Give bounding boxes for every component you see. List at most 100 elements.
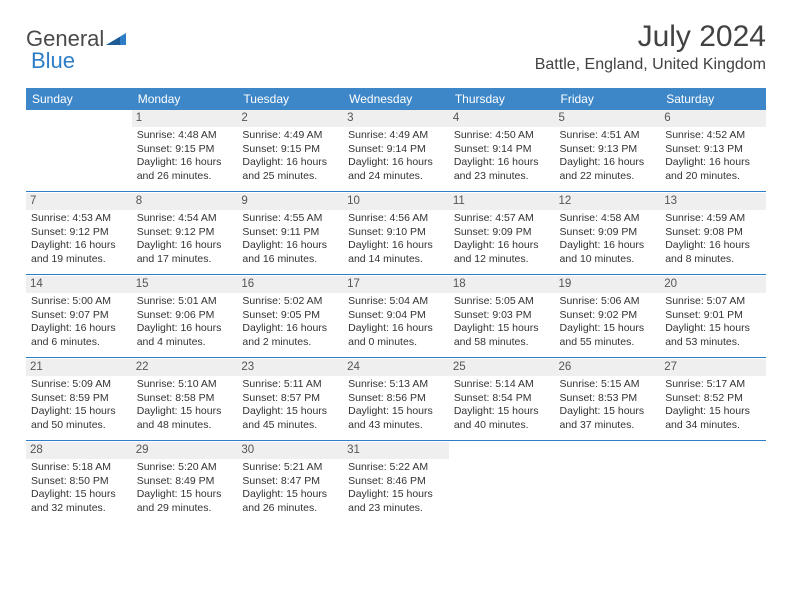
day-number: 24: [343, 359, 449, 376]
calendar-day-cell: 6Sunrise: 4:52 AMSunset: 9:13 PMDaylight…: [660, 110, 766, 191]
sunset-line: Sunset: 9:09 PM: [560, 226, 656, 240]
daylight-line: and 25 minutes.: [242, 170, 338, 184]
daylight-line: Daylight: 16 hours: [560, 239, 656, 253]
day-number: 22: [132, 359, 238, 376]
calendar-day-cell: 27Sunrise: 5:17 AMSunset: 8:52 PMDayligh…: [660, 359, 766, 440]
sunset-line: Sunset: 9:03 PM: [454, 309, 550, 323]
daylight-line: Daylight: 15 hours: [665, 405, 761, 419]
sunset-line: Sunset: 9:06 PM: [137, 309, 233, 323]
daylight-line: and 0 minutes.: [348, 336, 444, 350]
calendar-day-cell: 20Sunrise: 5:07 AMSunset: 9:01 PMDayligh…: [660, 276, 766, 357]
sunset-line: Sunset: 9:12 PM: [137, 226, 233, 240]
daylight-line: and 23 minutes.: [348, 502, 444, 516]
calendar-table: SundayMondayTuesdayWednesdayThursdayFrid…: [26, 88, 766, 523]
daylight-line: Daylight: 16 hours: [31, 239, 127, 253]
calendar-day-cell: 10Sunrise: 4:56 AMSunset: 9:10 PMDayligh…: [343, 193, 449, 274]
day-number: 9: [237, 193, 343, 210]
weekday-header: Tuesday: [237, 88, 343, 110]
day-number: 25: [449, 359, 555, 376]
calendar-day-cell: 18Sunrise: 5:05 AMSunset: 9:03 PMDayligh…: [449, 276, 555, 357]
sunrise-line: Sunrise: 5:01 AM: [137, 295, 233, 309]
calendar-day-cell: 1Sunrise: 4:48 AMSunset: 9:15 PMDaylight…: [132, 110, 238, 191]
day-number: 30: [237, 442, 343, 459]
daylight-line: Daylight: 15 hours: [242, 488, 338, 502]
day-number: 26: [555, 359, 661, 376]
daylight-line: and 17 minutes.: [137, 253, 233, 267]
calendar-day-cell: [26, 110, 132, 191]
sunrise-line: Sunrise: 5:05 AM: [454, 295, 550, 309]
sunset-line: Sunset: 9:15 PM: [242, 143, 338, 157]
sunrise-line: Sunrise: 5:17 AM: [665, 378, 761, 392]
daylight-line: and 34 minutes.: [665, 419, 761, 433]
sunrise-line: Sunrise: 4:49 AM: [348, 129, 444, 143]
sunset-line: Sunset: 8:52 PM: [665, 392, 761, 406]
daylight-line: and 32 minutes.: [31, 502, 127, 516]
sunset-line: Sunset: 9:09 PM: [454, 226, 550, 240]
title-block: July 2024 Battle, England, United Kingdo…: [535, 20, 766, 74]
day-number: 17: [343, 276, 449, 293]
calendar-day-cell: 23Sunrise: 5:11 AMSunset: 8:57 PMDayligh…: [237, 359, 343, 440]
day-number: 31: [343, 442, 449, 459]
day-number: 11: [449, 193, 555, 210]
sunset-line: Sunset: 8:57 PM: [242, 392, 338, 406]
daylight-line: and 4 minutes.: [137, 336, 233, 350]
sunrise-line: Sunrise: 5:15 AM: [560, 378, 656, 392]
sunset-line: Sunset: 9:13 PM: [560, 143, 656, 157]
sunset-line: Sunset: 9:11 PM: [242, 226, 338, 240]
daylight-line: and 24 minutes.: [348, 170, 444, 184]
daylight-line: Daylight: 16 hours: [242, 322, 338, 336]
day-number: 1: [132, 110, 238, 127]
day-number: 8: [132, 193, 238, 210]
calendar-day-cell: [449, 442, 555, 523]
sunrise-line: Sunrise: 5:11 AM: [242, 378, 338, 392]
daylight-line: and 2 minutes.: [242, 336, 338, 350]
sunset-line: Sunset: 8:53 PM: [560, 392, 656, 406]
sunrise-line: Sunrise: 5:06 AM: [560, 295, 656, 309]
daylight-line: and 48 minutes.: [137, 419, 233, 433]
calendar-day-cell: 8 Sunrise: 4:54 AMSunset: 9:12 PMDaylight…: [132, 193, 238, 274]
daylight-line: Daylight: 16 hours: [348, 156, 444, 170]
day-number: 7: [26, 193, 132, 210]
calendar-day-cell: 26Sunrise: 5:15 AMSunset: 8:53 PMDayligh…: [555, 359, 661, 440]
sunrise-line: Sunrise: 4:58 AM: [560, 212, 656, 226]
calendar-day-cell: 11Sunrise: 4:57 AMSunset: 9:09 PMDayligh…: [449, 193, 555, 274]
daylight-line: and 12 minutes.: [454, 253, 550, 267]
sunrise-line: Sunrise: 4:48 AM: [137, 129, 233, 143]
month-year-title: July 2024: [535, 20, 766, 54]
sunset-line: Sunset: 9:05 PM: [242, 309, 338, 323]
daylight-line: Daylight: 16 hours: [665, 156, 761, 170]
daylight-line: Daylight: 15 hours: [665, 322, 761, 336]
sunrise-line: Sunrise: 4:56 AM: [348, 212, 444, 226]
calendar-day-cell: 17Sunrise: 5:04 AMSunset: 9:04 PMDayligh…: [343, 276, 449, 357]
daylight-line: and 29 minutes.: [137, 502, 233, 516]
calendar-day-cell: 2Sunrise: 4:49 AMSunset: 9:15 PMDaylight…: [237, 110, 343, 191]
sunrise-line: Sunrise: 5:00 AM: [31, 295, 127, 309]
daylight-line: and 45 minutes.: [242, 419, 338, 433]
day-number: 18: [449, 276, 555, 293]
sunrise-line: Sunrise: 4:59 AM: [665, 212, 761, 226]
day-number: 10: [343, 193, 449, 210]
calendar-week-row: 14Sunrise: 5:00 AMSunset: 9:07 PMDayligh…: [26, 276, 766, 357]
day-number: 2: [237, 110, 343, 127]
sunrise-line: Sunrise: 5:10 AM: [137, 378, 233, 392]
daylight-line: and 26 minutes.: [137, 170, 233, 184]
daylight-line: Daylight: 16 hours: [454, 156, 550, 170]
daylight-line: Daylight: 16 hours: [137, 239, 233, 253]
calendar-day-cell: 5Sunrise: 4:51 AMSunset: 9:13 PMDaylight…: [555, 110, 661, 191]
sunrise-line: Sunrise: 5:09 AM: [31, 378, 127, 392]
day-number: 16: [237, 276, 343, 293]
day-number: 23: [237, 359, 343, 376]
brand-part2: Blue: [31, 48, 75, 74]
sunset-line: Sunset: 9:12 PM: [31, 226, 127, 240]
day-number: 3: [343, 110, 449, 127]
daylight-line: and 55 minutes.: [560, 336, 656, 350]
sunset-line: Sunset: 8:47 PM: [242, 475, 338, 489]
sunrise-line: Sunrise: 4:54 AM: [137, 212, 233, 226]
daylight-line: Daylight: 15 hours: [560, 322, 656, 336]
daylight-line: and 50 minutes.: [31, 419, 127, 433]
header: General July 2024 Battle, England, Unite…: [26, 20, 766, 74]
day-number: 21: [26, 359, 132, 376]
day-number: 12: [555, 193, 661, 210]
day-number: 14: [26, 276, 132, 293]
sunset-line: Sunset: 8:54 PM: [454, 392, 550, 406]
